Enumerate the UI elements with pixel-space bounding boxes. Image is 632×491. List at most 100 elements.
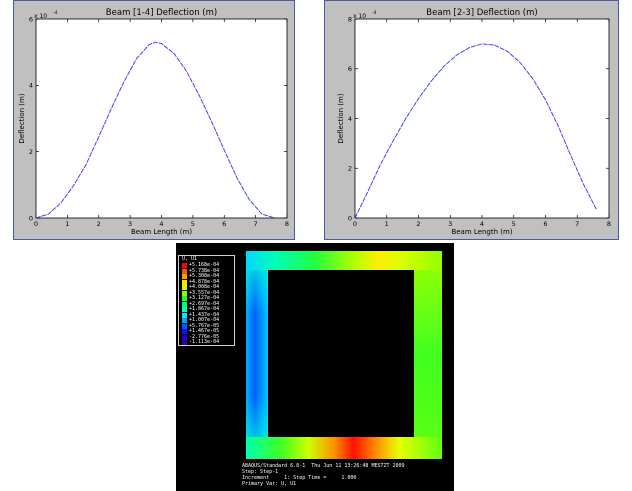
contour-legend: U, U1 +5.168e-04 +5.738e-04 +5.308e-04 +4.8…: [178, 255, 235, 346]
legend-swatch: [182, 334, 187, 340]
x-tick-label: 0: [34, 220, 38, 228]
x-tick-label: 8: [285, 220, 289, 228]
x-tick-label: 1: [65, 220, 69, 228]
y-tick-label: 2: [29, 148, 33, 156]
x-tick-label: 8: [607, 220, 611, 228]
legend-label: -2.776e-05: [189, 333, 220, 340]
x-tick-label: 2: [97, 220, 101, 228]
x-tick-label: 6: [543, 220, 547, 228]
legend-label: +1.007e-04: [189, 317, 220, 323]
info-line-primary-var: Primary Var: U, U1: [242, 481, 297, 487]
legend-label: +1.437e-04: [189, 311, 220, 318]
legend-row: +4.008e-04: [182, 284, 234, 290]
plot-area: [354, 18, 610, 219]
y-axis-label: Deflection (m): [337, 93, 345, 143]
y-exponent-power: -4: [372, 10, 377, 16]
legend-row: +3.127e-04: [182, 295, 234, 301]
x-tick-label: 6: [222, 220, 226, 228]
legend-row: +2.697e-04: [182, 300, 234, 307]
legend-row: -1.113e-04: [182, 339, 234, 345]
legend-label: +4.008e-04: [189, 284, 220, 290]
legend-label: -1.113e-04: [189, 339, 220, 345]
plot-area: [35, 18, 288, 219]
legend-swatch: [182, 296, 187, 301]
legend-swatch: [182, 323, 187, 329]
x-tick-label: 4: [159, 220, 163, 228]
legend-row: +1.467e-05: [182, 328, 234, 334]
y-axis-label: Deflection (m): [18, 93, 26, 143]
x-tick-label: 7: [254, 220, 258, 228]
legend-row: +1.437e-04: [182, 311, 234, 318]
legend-swatch: [182, 268, 187, 274]
y-tick-label: 6: [348, 65, 352, 73]
x-tick-label: 0: [353, 220, 357, 228]
y-exponent-label: x 10: [353, 13, 366, 20]
chart-title: Beam [2-3] Deflection (m): [426, 8, 537, 18]
y-tick-label: 4: [348, 115, 352, 123]
legend-row: +4.878e-04: [182, 278, 234, 285]
frame-bottom-member: [246, 437, 442, 459]
x-tick-label: 5: [191, 220, 195, 228]
series-line: [35, 41, 275, 219]
y-tick-label: 8: [348, 15, 352, 23]
legend-label: +1.867e-04: [189, 306, 220, 312]
y-tick-label: 6: [29, 15, 33, 23]
legend-label: +5.767e-05: [189, 322, 220, 329]
y-tick-label: 2: [348, 165, 352, 173]
x-tick-label: 7: [575, 220, 579, 228]
frame-left-member-shade: [246, 251, 268, 459]
x-tick-label: 3: [128, 220, 132, 228]
legend-swatch: [182, 329, 187, 334]
x-axis-label: Beam Length (m): [131, 228, 192, 236]
legend-label: +3.557e-04: [189, 289, 220, 296]
legend-row: +5.767e-05: [182, 322, 234, 329]
legend-label: +5.168e-04: [189, 262, 220, 268]
info-line-version: ABAQUS/Standard 6.8-1 Thu Jun 11 13:26:4…: [242, 463, 405, 469]
legend-swatch: [182, 279, 187, 285]
legend-swatch: [182, 312, 187, 318]
x-tick-label: 1: [385, 220, 389, 228]
legend-title: U, U1: [182, 256, 198, 262]
info-line-step: Step: Step-1: [242, 469, 279, 475]
chart-title: Beam [1-4] Deflection (m): [106, 8, 217, 18]
x-tick-label: 4: [480, 220, 484, 228]
legend-label: +2.697e-04: [189, 300, 220, 307]
x-tick-label: 5: [512, 220, 516, 228]
legend-label: +4.878e-04: [189, 278, 220, 285]
legend-row: +5.308e-04: [182, 273, 234, 279]
legend-row: +5.738e-04: [182, 268, 234, 274]
legend-row: +3.557e-04: [182, 289, 234, 296]
legend-swatch: [182, 340, 187, 345]
y-tick-label: 4: [29, 82, 33, 90]
legend-row: +1.007e-04: [182, 317, 234, 323]
beam-2-3-deflection-window: Beam [2-3] Deflection (m) 0 1 2 3 4 5 6 7 8 0 2 4 6 8 x…: [324, 0, 619, 240]
frame-top-member: [246, 251, 442, 270]
legend-swatch: [182, 307, 187, 312]
beam-1-4-deflection-window: Beam [1-4] Deflection (m) 0 1 2 3 4 5 6 7 8 0 2 4 6 x …: [13, 0, 295, 240]
legend-swatch: [182, 301, 187, 307]
x-tick-label: 2: [416, 220, 420, 228]
legend-swatch: [182, 285, 187, 290]
legend-swatch: [182, 318, 187, 323]
x-axis-label: Beam Length (m): [451, 228, 512, 236]
info-line-increment: Increment 1: Step Time = 1.000: [242, 475, 357, 481]
fea-contour-viewport: U, U1 +5.168e-04 +5.738e-04 +5.308e-04 +4.8…: [176, 243, 454, 491]
legend-label: +3.127e-04: [189, 295, 220, 301]
legend-label: +5.308e-04: [189, 273, 220, 279]
y-exponent-label: x 10: [34, 13, 47, 20]
legend-row: -2.776e-05: [182, 333, 234, 340]
legend-row: +1.867e-04: [182, 306, 234, 312]
legend-swatch: [182, 274, 187, 279]
fea-contour-plot: [246, 251, 442, 459]
legend-swatch: [182, 290, 187, 296]
y-tick-label: 0: [29, 214, 33, 222]
series-line: [354, 43, 597, 219]
frame-right-member: [414, 251, 442, 459]
y-tick-label: 0: [348, 214, 352, 222]
frame-inner-opening: [268, 270, 414, 437]
x-tick-label: 3: [448, 220, 452, 228]
y-exponent-power: -4: [53, 10, 58, 16]
legend-label: +1.467e-05: [189, 328, 220, 334]
